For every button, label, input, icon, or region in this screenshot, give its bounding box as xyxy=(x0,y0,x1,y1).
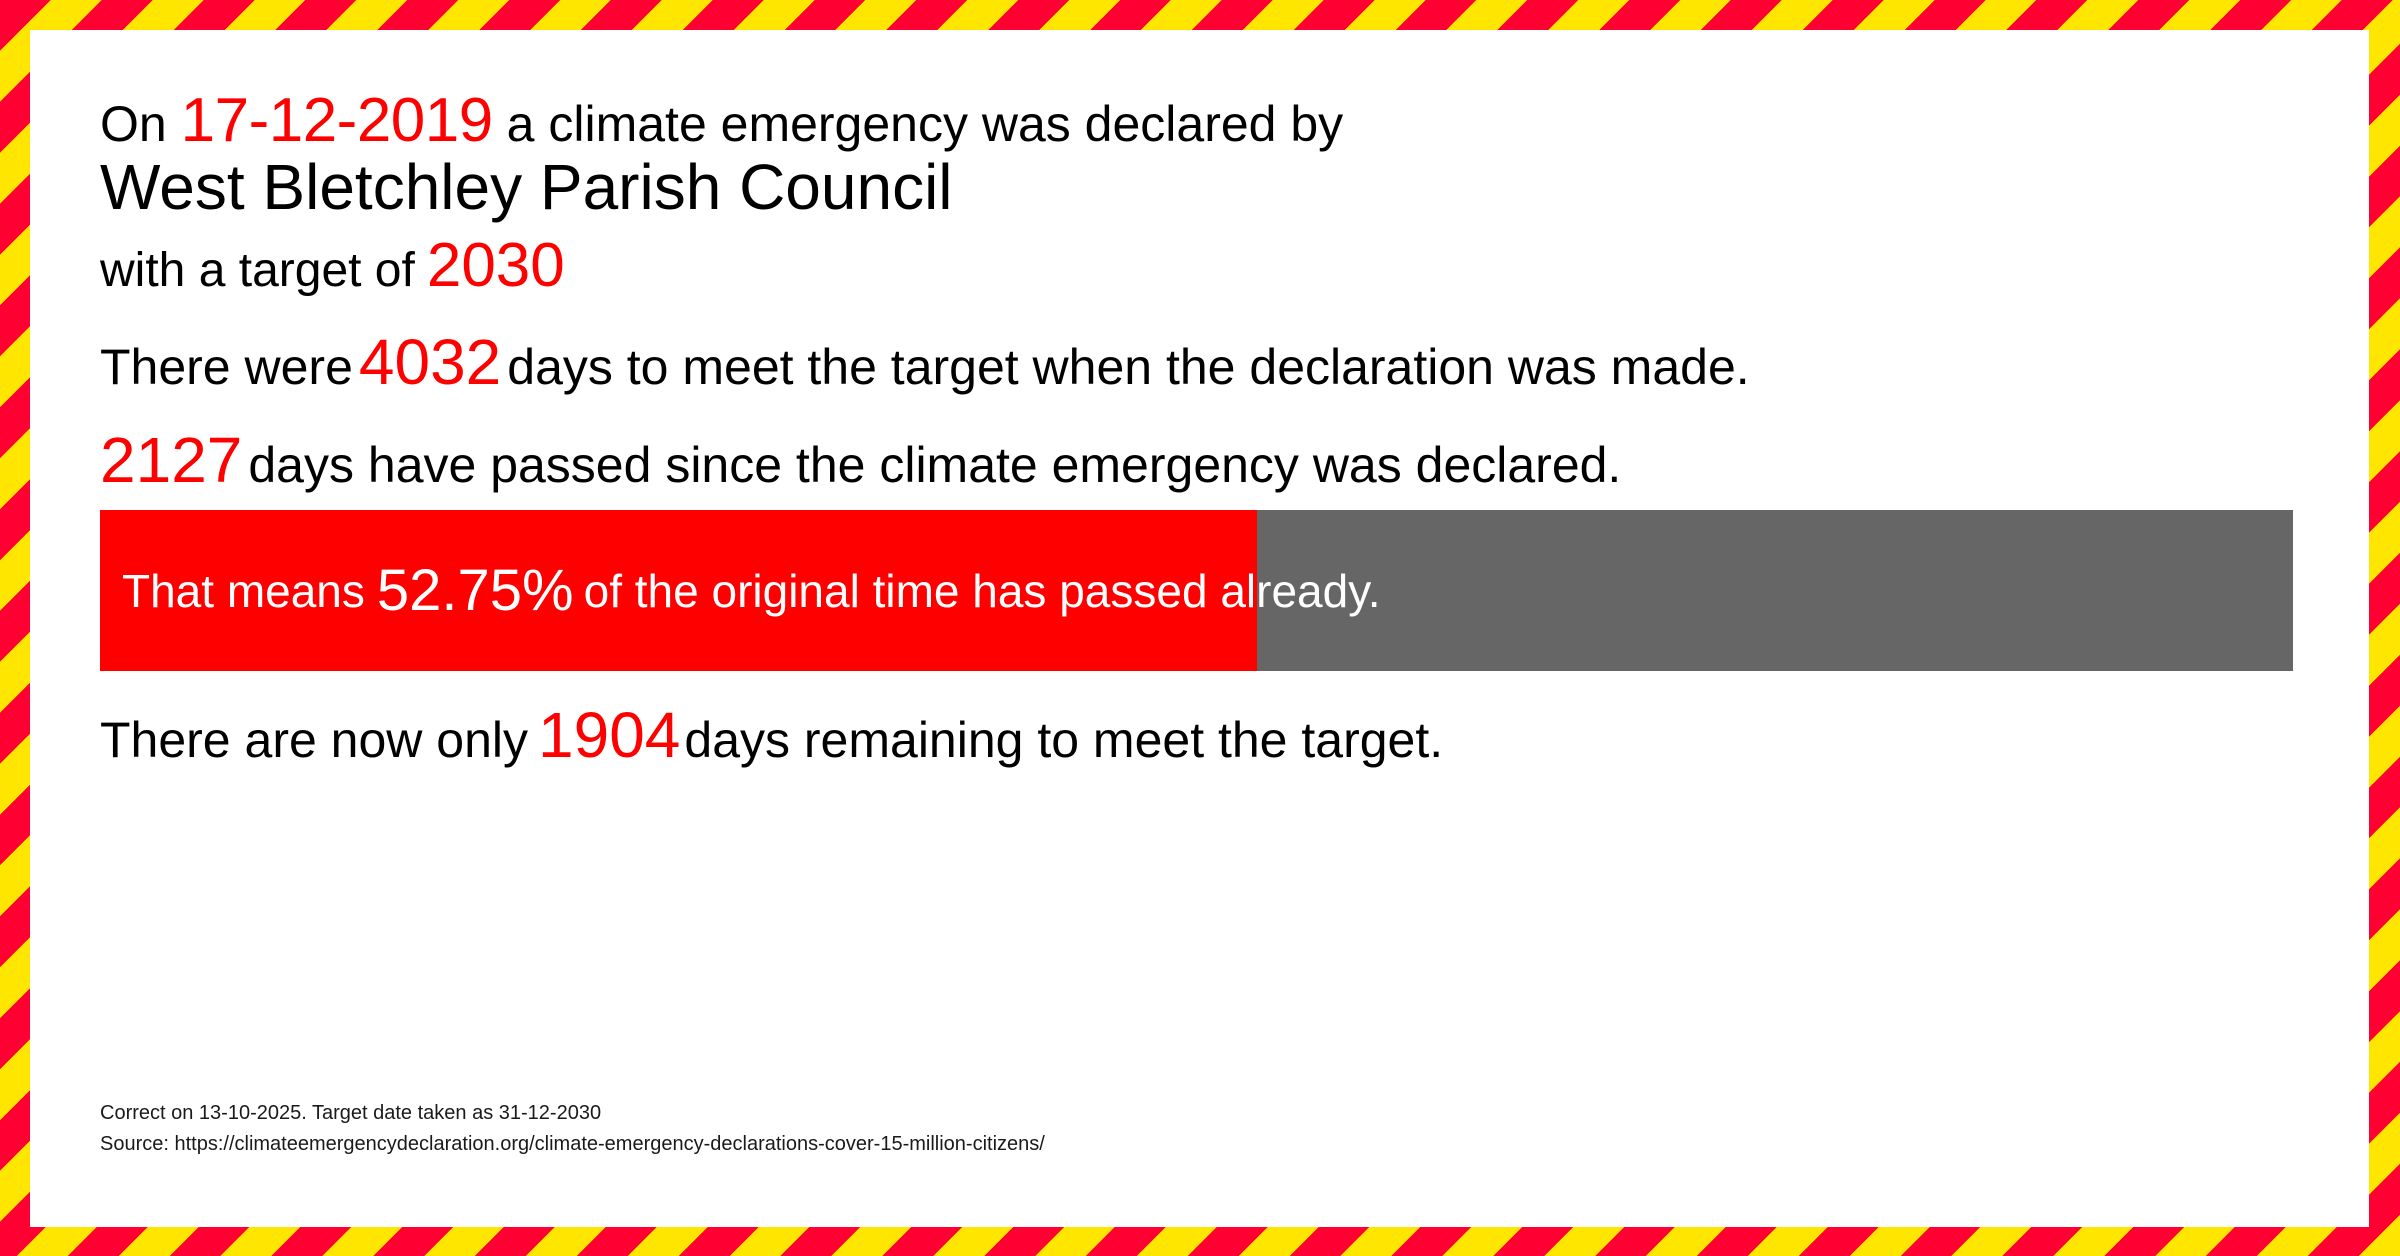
declaration-headline: On 17-12-2019 a climate emergency was de… xyxy=(100,90,1343,152)
poster-card: On 17-12-2019 a climate emergency was de… xyxy=(30,30,2369,1227)
declaration-suffix: a climate emergency was declared by xyxy=(506,96,1344,152)
time-progress-bar: That means 52.75% of the original time has… xyxy=(100,510,2293,671)
days-passed-value: 2127 xyxy=(100,424,243,496)
progress-suffix: of the original time has passed already. xyxy=(583,564,1381,617)
days-remaining-value: 1904 xyxy=(538,699,681,771)
declaration-date: 17-12-2019 xyxy=(180,86,494,155)
time-progress-label: That means 52.75% of the original time has… xyxy=(122,510,1381,671)
days-remaining-line: There are now only 1904days remaining to … xyxy=(100,703,1443,767)
target-prefix: with a target of xyxy=(100,244,415,297)
original-days-line: There were4032 days to meet the target wh… xyxy=(100,330,1750,394)
footnote-source: Source: https://climateemergencydeclarat… xyxy=(100,1133,1045,1155)
progress-prefix: That means xyxy=(122,564,365,617)
days-remaining-suffix: days remaining to meet the target. xyxy=(684,712,1444,768)
target-line: with a target of 2030 xyxy=(100,235,565,297)
footnote-correct-on: Correct on 13-10-2025. Target date taken… xyxy=(100,1102,602,1124)
original-days-value: 4032 xyxy=(358,326,502,398)
original-days-suffix: days to meet the target when the declara… xyxy=(507,339,1750,395)
days-remaining-prefix: There are now only xyxy=(100,712,529,768)
original-days-prefix: There were xyxy=(100,339,353,395)
target-year: 2030 xyxy=(426,231,565,300)
progress-percent: 52.75% xyxy=(376,557,574,623)
declaration-prefix: On xyxy=(100,96,167,152)
time-progress-fill xyxy=(100,510,1257,671)
days-passed-line: 2127 days have passed since the climate e… xyxy=(100,428,1621,492)
days-passed-suffix: days have passed since the climate emerg… xyxy=(248,437,1622,493)
council-name: West Bletchley Parish Council xyxy=(100,151,953,223)
